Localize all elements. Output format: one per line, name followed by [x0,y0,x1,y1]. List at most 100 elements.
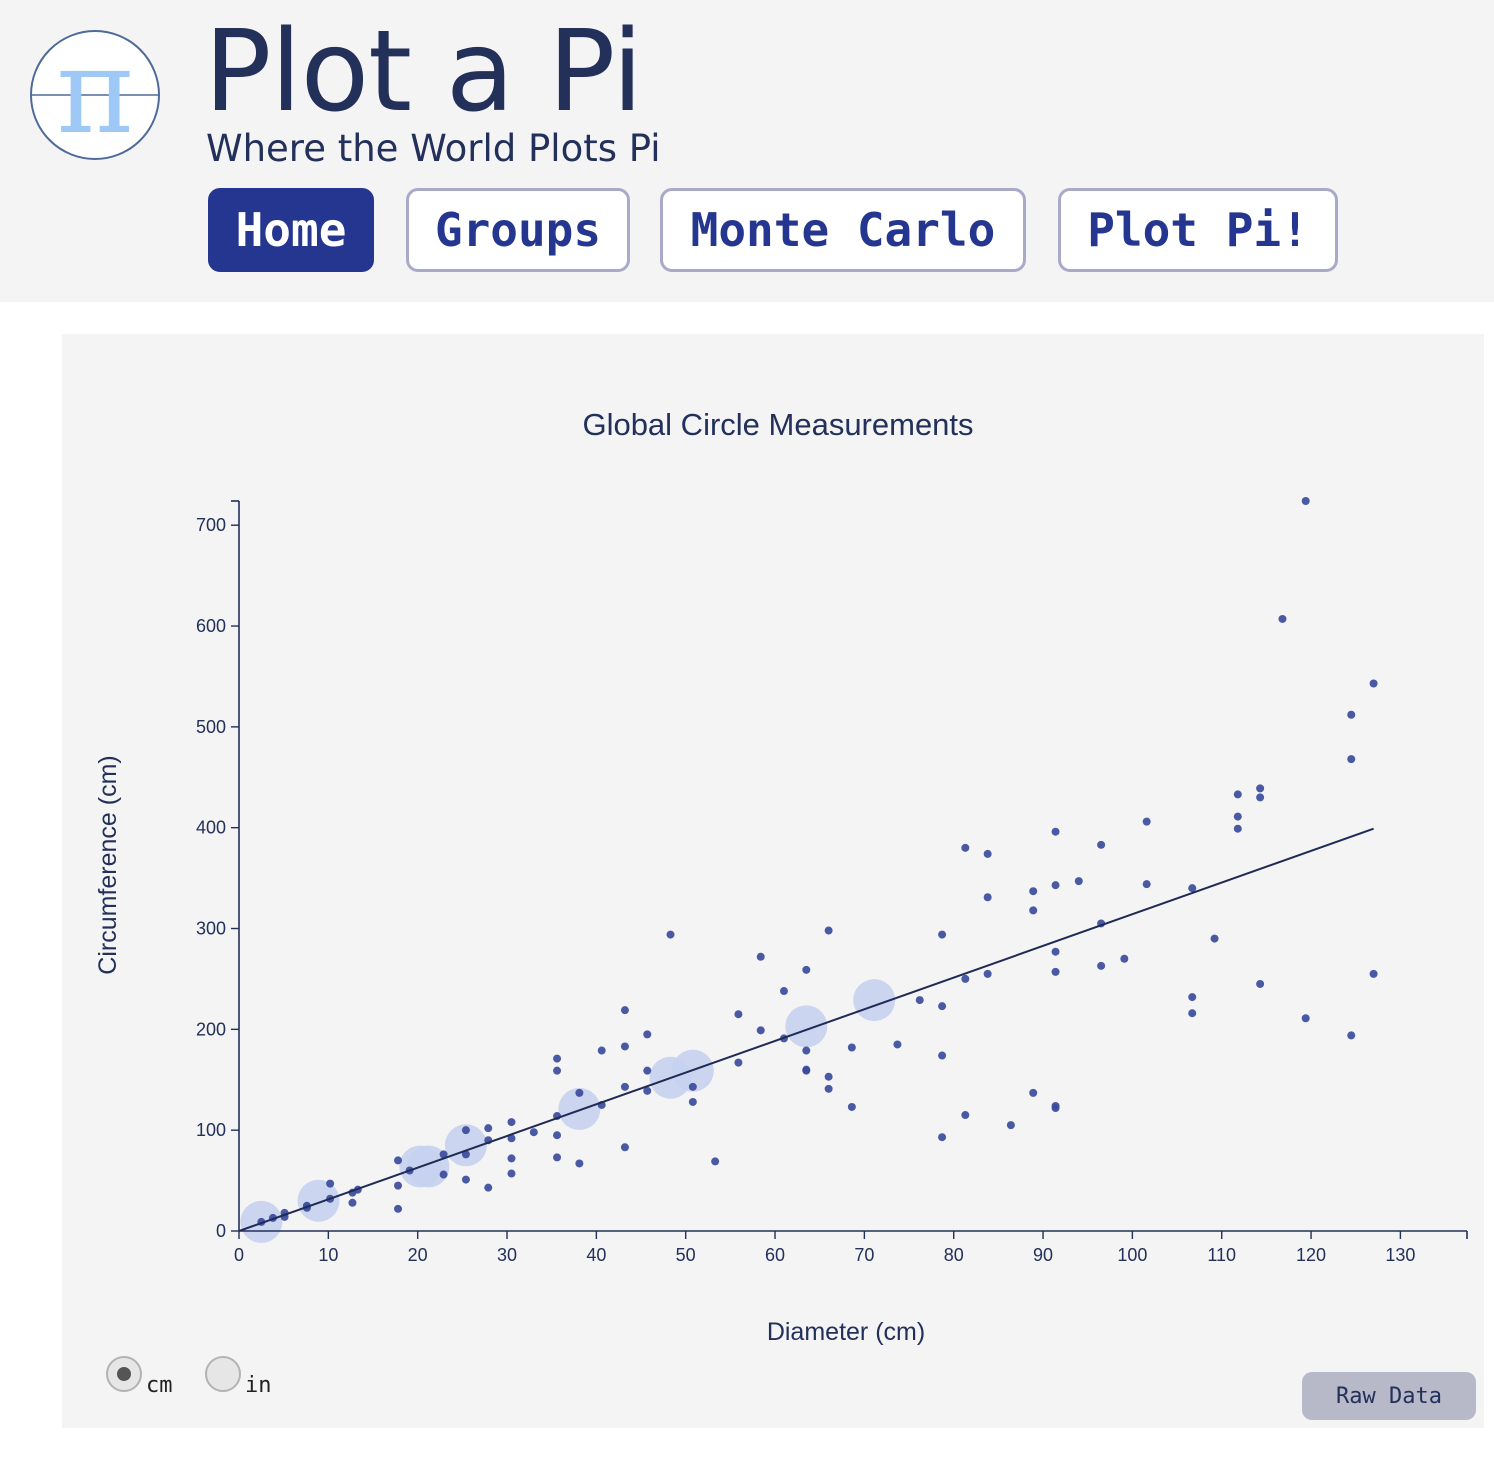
unit-option-in[interactable]: in [205,1356,272,1398]
x-tick-label: 120 [1296,1245,1326,1265]
data-point [983,969,992,978]
chart-title: Global Circle Measurements [582,407,973,442]
data-point [326,1179,335,1188]
x-tick-label: 90 [1033,1245,1053,1265]
cm-radio[interactable] [106,1356,142,1392]
data-point [507,1169,516,1178]
x-tick-label: 80 [944,1245,964,1265]
data-point [507,1134,516,1143]
data-point [1210,934,1219,943]
data-point [1029,887,1038,896]
x-axis-label: Diameter (cm) [767,1318,925,1346]
data-point [1233,790,1242,799]
data-point [348,1198,357,1207]
y-tick-label: 500 [196,717,226,737]
data-point [983,893,992,902]
y-tick-label: 400 [196,818,226,838]
data-point [461,1126,470,1135]
data-point [507,1154,516,1163]
data-point [1029,906,1038,915]
highlight-point [853,979,896,1022]
data-point [734,1058,743,1067]
data-point [620,1042,629,1051]
data-point [1051,827,1060,836]
data-point [394,1156,403,1165]
data-point [1301,1014,1310,1023]
y-tick-label: 600 [196,616,226,636]
svg-text:π: π [56,28,134,160]
data-point [484,1124,493,1133]
pi-icon[interactable]: π [28,28,162,162]
data-point [756,952,765,961]
data-point [1301,497,1310,505]
data-point [1051,881,1060,890]
data-point [1278,614,1287,623]
data-point [439,1150,448,1159]
data-point [847,1102,856,1111]
data-point [711,1157,720,1166]
highlight-point [444,1124,487,1167]
data-point [893,1040,902,1049]
nav-groups-button[interactable]: Groups [406,188,630,272]
data-point [1051,1101,1060,1110]
x-tick-label: 20 [408,1245,428,1265]
highlight-point [785,1005,828,1048]
data-point [507,1118,516,1127]
unit-option-cm[interactable]: cm [106,1356,173,1398]
x-tick-label: 70 [854,1245,874,1265]
data-point [643,1086,652,1095]
x-tick-label: 30 [497,1245,517,1265]
data-point [915,996,924,1005]
data-point [620,1006,629,1015]
data-point [1097,840,1106,849]
data-point [824,1072,833,1081]
data-point [666,930,675,939]
point-layer [257,497,1378,1226]
data-point [1006,1121,1015,1130]
x-tick-label: 10 [318,1245,338,1265]
data-point [1347,755,1356,764]
data-point [1256,784,1265,793]
data-point [575,1088,584,1097]
nav-home-button[interactable]: Home [208,188,374,272]
data-point [553,1131,562,1140]
site-subtitle: Where the World Plots Pi [206,127,661,170]
x-tick-label: 40 [586,1245,606,1265]
data-point [961,1111,970,1120]
nav-monte-carlo-button[interactable]: Monte Carlo [660,188,1026,272]
data-point [1233,812,1242,821]
axes: 0 10 20 30 40 50 60 70 80 90 100 110 120 130 0 100 200 30… [196,500,1468,1265]
data-point [802,1065,811,1074]
in-radio[interactable] [205,1356,241,1392]
data-point [1074,877,1083,886]
scatter-chart: Global Circle Measurements Diameter (cm)… [94,407,1468,1346]
x-tick-label: 100 [1117,1245,1147,1265]
raw-data-button[interactable]: Raw Data [1302,1372,1476,1420]
y-axis-label: Circumference (cm) [94,755,122,974]
data-point [938,1051,947,1060]
x-tick-label: 60 [765,1245,785,1265]
x-tick-label: 0 [234,1245,244,1265]
data-point [802,1046,811,1055]
data-point [1188,884,1197,893]
cm-label: cm [146,1373,173,1398]
data-point [1051,967,1060,976]
data-point [620,1082,629,1091]
nav-plot-pi-button[interactable]: Plot Pi! [1058,188,1338,272]
data-point [620,1143,629,1152]
data-point [461,1175,470,1184]
data-point [938,1133,947,1142]
data-point [1188,993,1197,1002]
y-tick-label: 700 [196,515,226,535]
data-point [643,1066,652,1075]
data-point [983,849,992,858]
data-point [824,926,833,935]
data-point [938,1002,947,1011]
y-tick-label: 200 [196,1019,226,1039]
data-point [575,1159,584,1168]
data-point [394,1204,403,1213]
data-point [1051,947,1060,956]
site-header: π Plot a Pi Where the World Plots Pi Hom… [0,0,1494,302]
y-tick-label: 100 [196,1120,226,1140]
x-tick-label: 110 [1207,1245,1236,1265]
